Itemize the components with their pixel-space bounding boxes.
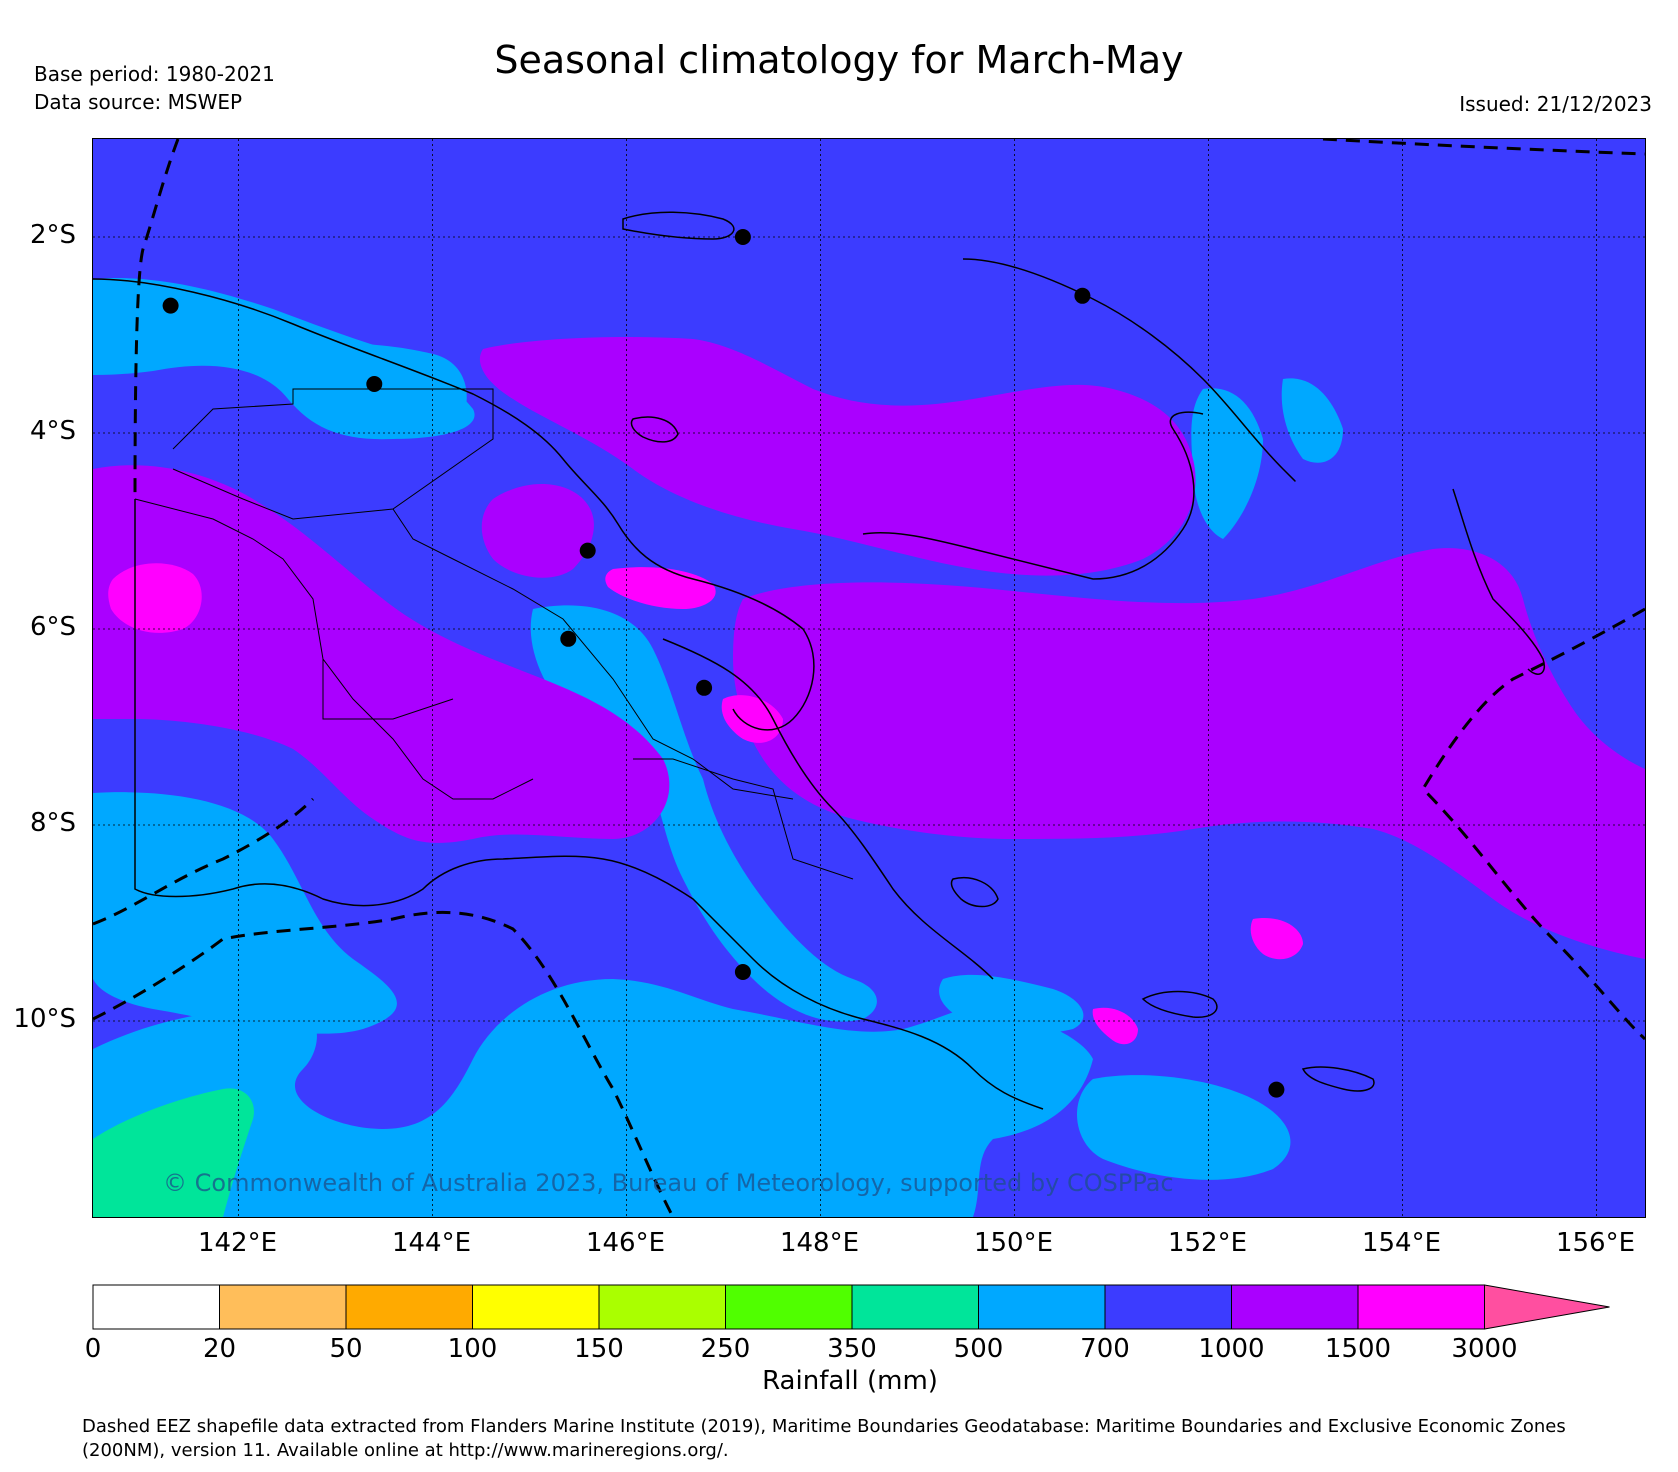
lat-label: 2°S — [29, 220, 76, 250]
eez-boundaries — [93, 139, 1645, 1217]
rainfall-map-svg — [93, 139, 1645, 1217]
colorbar-tick: 1000 — [1198, 1334, 1265, 1364]
station-marker — [579, 542, 596, 559]
lon-label: 146°E — [585, 1228, 666, 1258]
lat-label: 4°S — [29, 416, 76, 446]
colorbar-cell — [219, 1284, 347, 1330]
station-marker — [1268, 1081, 1285, 1098]
colorbar-cell — [1231, 1284, 1359, 1330]
colorbar-tick: 350 — [827, 1334, 877, 1364]
station-marker — [734, 229, 751, 245]
rainfall-map: © Commonwealth of Australia 2023, Bureau… — [92, 138, 1646, 1218]
rainfall-band-1000-1500 — [93, 337, 1645, 959]
station-marker — [1074, 287, 1091, 304]
colorbar-extension-arrow — [1484, 1284, 1610, 1330]
colorbar-tick: 0 — [84, 1334, 102, 1364]
colorbar-cell — [1104, 1284, 1232, 1330]
graticule — [93, 139, 1645, 1217]
colorbar-label: Rainfall (mm) — [762, 1366, 938, 1396]
colorbar-tick: 20 — [202, 1334, 237, 1364]
colorbar-cell — [345, 1284, 473, 1330]
issued-date: Issued: 21/12/2023 — [1459, 92, 1652, 116]
station-markers — [162, 229, 1285, 1098]
station-marker — [734, 964, 751, 980]
colorbar-tick: 250 — [700, 1334, 751, 1364]
lat-label: 10°S — [13, 1004, 76, 1034]
lon-label: 156°E — [1555, 1228, 1636, 1258]
colorbar-cell — [978, 1284, 1106, 1330]
colorbar-cell — [1357, 1284, 1485, 1330]
lon-label: 154°E — [1361, 1228, 1442, 1258]
map-title: Seasonal climatology for March-May — [494, 38, 1184, 82]
colorbar-tick: 50 — [329, 1334, 363, 1364]
station-marker — [162, 297, 179, 314]
station-marker — [696, 679, 713, 696]
lon-label: 150°E — [973, 1228, 1054, 1258]
colorbar — [92, 1284, 1610, 1330]
lat-label: 6°S — [29, 612, 76, 642]
colorbar-tick: 100 — [447, 1334, 498, 1364]
colorbar-cell — [598, 1284, 726, 1330]
base-period: Base period: 1980-2021 — [34, 62, 275, 86]
province-boundaries — [134, 388, 854, 880]
footer-note-line1: Dashed EEZ shapefile data extracted from… — [82, 1416, 1566, 1437]
colorbar-tick: 500 — [953, 1334, 1004, 1364]
lon-label: 148°E — [779, 1228, 860, 1258]
colorbar-cell — [472, 1284, 600, 1330]
colorbar-cell — [851, 1284, 979, 1330]
coastlines — [93, 211, 1545, 1110]
colorbar-tick: 1500 — [1324, 1334, 1392, 1364]
lon-label: 144°E — [391, 1228, 472, 1258]
rainfall-band-500-700 — [93, 278, 1343, 1217]
lat-label: 8°S — [29, 808, 76, 838]
colorbar-tick: 150 — [574, 1334, 624, 1364]
colorbar-tick: 700 — [1080, 1334, 1130, 1364]
colorbar-cell — [92, 1284, 220, 1330]
colorbar-cell — [725, 1284, 853, 1330]
lon-label: 152°E — [1167, 1228, 1248, 1258]
copyright-notice: © Commonwealth of Australia 2023, Bureau… — [163, 1169, 1174, 1197]
lon-label: 142°E — [197, 1228, 278, 1258]
station-marker — [560, 630, 577, 647]
colorbar-tick: 3000 — [1451, 1334, 1518, 1364]
rainfall-band-350-500 — [93, 1088, 254, 1217]
station-marker — [366, 376, 383, 392]
footer-note-line2: (200NM), version 11. Available online at… — [82, 1440, 729, 1461]
data-source: Data source: MSWEP — [34, 90, 243, 114]
